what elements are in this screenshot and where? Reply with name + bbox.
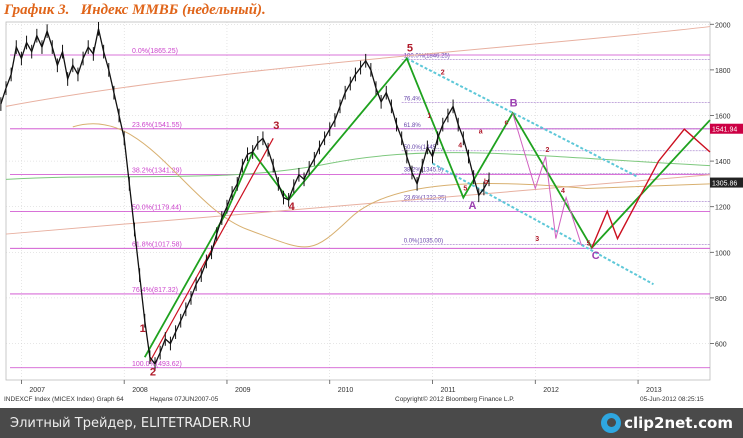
fib-level-label: 61.8%(1017.58): [132, 241, 182, 248]
fib2-level-label: 76.4%: [404, 97, 422, 103]
chart-title: График 3. Индекс ММВБ (недельный).: [4, 2, 266, 18]
fib2-level-label: 38.2%(1345.9): [404, 167, 443, 173]
subwave-label: 2: [441, 69, 445, 76]
x-tick-label: 2008: [132, 387, 148, 394]
x-axis: 2007 2008 2009 2010 2011 2012 2013: [21, 380, 662, 394]
y-tick-label: 1000: [715, 250, 731, 257]
price-line: [0, 28, 490, 366]
y-axis: 600 800 1000 1200 1400 1600 1800 2000 1541.94 130…: [710, 22, 743, 349]
x-axis-period: Неделя 07JUN2007-05: [150, 396, 219, 403]
x-axis-title: INDEXCF Index (MICEX Index) Graph 64: [4, 396, 124, 403]
bottom-info: INDEXCF Index (MICEX Index) Graph 64 Неде…: [4, 395, 704, 403]
y-tick-label: 1400: [715, 159, 731, 166]
x-tick-label: 2009: [235, 387, 251, 394]
brand-link[interactable]: clip2net.com: [601, 412, 733, 434]
channel-upper-line: [406, 57, 639, 178]
subwave-label: a: [479, 129, 483, 136]
last-value-label: 1305.86: [712, 181, 737, 188]
wave-label: 4: [289, 201, 296, 213]
wave-label: C: [592, 250, 600, 262]
brand-label: clip2net.com: [624, 414, 733, 432]
long-ma-line: [5, 26, 711, 107]
y-tick-label: 800: [715, 296, 727, 303]
channel-lower-line: [432, 162, 654, 286]
wave-label: 2: [150, 366, 156, 378]
fib-level-label: 76.4%(817.32): [132, 287, 178, 294]
x-tick-label: 2012: [543, 387, 559, 394]
wave-label: 1: [140, 323, 146, 335]
y-tick-label: 1200: [715, 205, 731, 212]
clip2net-logo-icon: [601, 413, 622, 433]
y-tick-label: 2000: [715, 22, 731, 29]
fibonacci-levels: 0.0%(1865.25) 23.6%(1541.55) 38.2%(1341.29…: [10, 48, 710, 369]
wave-label: 3: [273, 120, 279, 132]
subwave-label: b: [484, 179, 488, 186]
fib-level-label: 0.0%(1865.25): [132, 48, 178, 55]
fib2-level-label: 61.8%: [404, 123, 422, 129]
green-wave-line: [143, 56, 711, 358]
fib-level-label: 38.2%(1341.29): [132, 167, 182, 174]
subwave-forecast-line: [512, 113, 583, 246]
x-tick-label: 2007: [29, 387, 45, 394]
trend-lines: [5, 26, 711, 363]
subwave-label: c: [504, 120, 508, 127]
plot-border: [5, 21, 711, 381]
x-tick-label: 2013: [646, 387, 662, 394]
fib2-level-label: 50.0%(1445...): [404, 145, 443, 151]
last-value-label: 1541.94: [712, 127, 737, 134]
subwave-label: 3: [535, 236, 539, 243]
x-tick-label: 2010: [338, 387, 354, 394]
last-value-tag: [710, 177, 743, 188]
fib2-level-label: 0.0%(1035.00): [404, 238, 443, 244]
grid: [5, 21, 711, 381]
y-tick-label: 1800: [715, 68, 731, 75]
bloomberg-chart: 0.0%(1865.25) 23.6%(1541.55) 38.2%(1341.29…: [0, 21, 743, 403]
fib-level-label: 23.6%(1541.55): [132, 122, 182, 129]
subwave-label: 5: [587, 240, 591, 247]
subwave-label: 4: [458, 142, 462, 149]
wave-label: 5: [407, 43, 413, 55]
y-tick-label: 1600: [715, 113, 731, 120]
subwave-label: 5: [463, 186, 467, 193]
timestamp-text: 05-Jun-2012 08:25:15: [640, 396, 704, 403]
subwave-label: 4: [561, 188, 565, 195]
price-series: [0, 22, 490, 371]
fib-level-label: 50.0%(1179.44): [132, 204, 181, 211]
copyright-text: Copyright© 2012 Bloomberg Finance L.P.: [395, 395, 515, 403]
x-tick-label: 2011: [441, 387, 456, 394]
subwave-label: 2: [546, 147, 550, 154]
fib-level-label: 100.0%(493.62): [132, 361, 182, 368]
footer-source: Элитный Трейдер, ELITETRADER.RU: [10, 416, 252, 431]
wave-label: B: [510, 97, 518, 109]
subwave-label: 1: [427, 113, 431, 120]
green-moving-average-line: [5, 152, 711, 180]
y-tick-label: 600: [715, 342, 727, 349]
wave-label: A: [468, 200, 476, 212]
last-value-tag: [710, 123, 743, 134]
support-line: [5, 174, 711, 235]
fib2-level-label: 100.0%(1846.25): [404, 53, 450, 59]
footer-bar: Элитный Трейдер, ELITETRADER.RU clip2net…: [0, 408, 743, 438]
forecast-line: [591, 128, 711, 249]
